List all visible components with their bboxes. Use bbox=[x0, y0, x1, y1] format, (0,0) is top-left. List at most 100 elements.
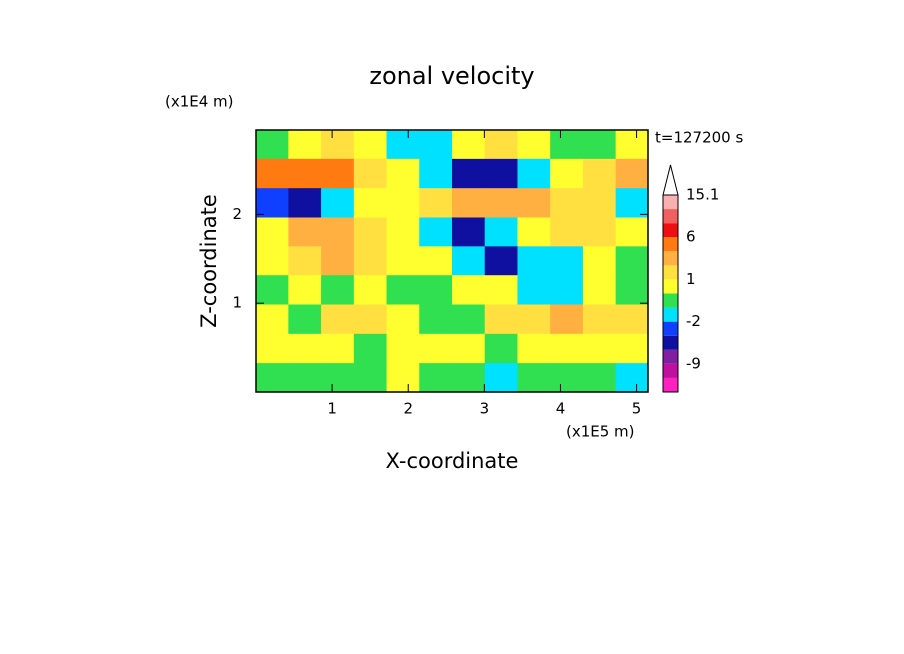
contour-cell bbox=[452, 217, 486, 247]
contour-cell bbox=[582, 363, 617, 393]
contour-cell bbox=[550, 304, 584, 335]
contour-cell bbox=[321, 158, 355, 189]
contour-cell bbox=[353, 333, 388, 364]
contour-cell bbox=[256, 188, 289, 218]
contour-cell bbox=[288, 217, 322, 247]
contour-cell bbox=[386, 304, 420, 335]
contour-cell bbox=[517, 333, 551, 364]
contour-cell bbox=[353, 217, 388, 247]
contour-cell bbox=[452, 246, 486, 276]
x-tick-label: 4 bbox=[556, 400, 566, 418]
contour-cell bbox=[582, 304, 617, 335]
contour-cell bbox=[452, 158, 486, 189]
colorbar-swatch bbox=[663, 307, 678, 322]
contour-cell bbox=[452, 304, 486, 335]
colorbar-arrow bbox=[662, 164, 679, 196]
colorbar-swatch bbox=[663, 377, 678, 392]
contour-cell bbox=[386, 275, 420, 306]
contour-cell bbox=[517, 217, 551, 247]
contour-cell bbox=[615, 158, 649, 189]
contour-cell bbox=[256, 333, 289, 364]
contour-cell bbox=[419, 217, 453, 247]
contour-cell bbox=[419, 275, 453, 306]
contour-cell bbox=[386, 363, 420, 393]
contour-cell bbox=[321, 188, 355, 218]
colorbar-swatch bbox=[663, 321, 678, 336]
colorbar-tick-label: -9 bbox=[686, 354, 701, 372]
plot-frame bbox=[255, 129, 649, 393]
contour-cell bbox=[615, 275, 649, 306]
colorbar-tick-label: -2 bbox=[686, 312, 701, 330]
x-tick-label: 1 bbox=[327, 400, 337, 418]
contour-cell bbox=[256, 130, 289, 160]
contour-cell bbox=[484, 333, 518, 364]
x-unit: (x1E5 m) bbox=[566, 423, 635, 441]
contour-cell bbox=[452, 130, 486, 160]
contour-cell bbox=[419, 333, 453, 364]
x-axis-label: X-coordinate bbox=[386, 449, 519, 473]
contour-cell bbox=[550, 363, 584, 393]
x-tick-label: 5 bbox=[632, 400, 642, 418]
contour-cell bbox=[256, 158, 289, 189]
contour-cell bbox=[321, 217, 355, 247]
contour-cell bbox=[615, 130, 649, 160]
contour-cell bbox=[550, 130, 584, 160]
colorbar-swatch bbox=[663, 251, 678, 266]
contour-cell bbox=[582, 333, 617, 364]
contour-cell bbox=[452, 275, 486, 306]
contour-cell bbox=[582, 217, 617, 247]
contour-cell bbox=[615, 304, 649, 335]
y-tick-label: 2 bbox=[232, 205, 242, 223]
contour-cell bbox=[550, 158, 584, 189]
colorbar-swatch bbox=[663, 265, 678, 280]
contour-cell bbox=[256, 246, 289, 276]
contour-cell bbox=[419, 363, 453, 393]
contour-cell bbox=[288, 246, 322, 276]
contour-cell bbox=[615, 217, 649, 247]
contour-cell bbox=[288, 304, 322, 335]
colorbar-tick-label: 1 bbox=[686, 270, 696, 288]
contour-cell bbox=[419, 158, 453, 189]
contour-cell bbox=[550, 333, 584, 364]
contour-cell bbox=[517, 246, 551, 276]
contour-cell bbox=[321, 363, 355, 393]
contour-cell bbox=[256, 363, 289, 393]
contour-cell bbox=[517, 188, 551, 218]
contour-cell bbox=[288, 275, 322, 306]
contour-cell bbox=[288, 158, 322, 189]
contour-cell bbox=[484, 130, 518, 160]
contour-cell bbox=[353, 158, 388, 189]
chart-title: zonal velocity bbox=[369, 62, 534, 90]
colorbar-swatch bbox=[663, 363, 678, 378]
contour-cell bbox=[517, 304, 551, 335]
contour-cell bbox=[582, 246, 617, 276]
contour-cell bbox=[582, 275, 617, 306]
contour-cell bbox=[386, 217, 420, 247]
contour-cell bbox=[256, 304, 289, 335]
colorbar-swatch bbox=[663, 223, 678, 238]
contour-cell bbox=[550, 246, 584, 276]
y-unit: (x1E4 m) bbox=[165, 93, 234, 111]
contour-cell bbox=[484, 217, 518, 247]
contour-cell bbox=[288, 363, 322, 393]
contour-cell bbox=[419, 188, 453, 218]
contour-cell bbox=[288, 130, 322, 160]
contour-cell bbox=[353, 363, 388, 393]
contour-cell bbox=[484, 275, 518, 306]
contour-cell bbox=[582, 188, 617, 218]
colorbar-tick-label: 15.1 bbox=[686, 186, 719, 204]
colorbar-swatch bbox=[663, 349, 678, 364]
x-tick-label: 2 bbox=[403, 400, 413, 418]
colorbar-tick-label: 6 bbox=[686, 228, 696, 246]
contour-cell bbox=[353, 275, 388, 306]
contour-cell bbox=[452, 188, 486, 218]
contour-cell bbox=[615, 333, 649, 364]
contour-cell bbox=[517, 275, 551, 306]
colorbar-swatch bbox=[663, 293, 678, 308]
contour-cell bbox=[386, 333, 420, 364]
contour-cell bbox=[353, 304, 388, 335]
contour-cell bbox=[386, 188, 420, 218]
contour-cell bbox=[550, 275, 584, 306]
contour-cell bbox=[517, 130, 551, 160]
contour-cell bbox=[452, 333, 486, 364]
